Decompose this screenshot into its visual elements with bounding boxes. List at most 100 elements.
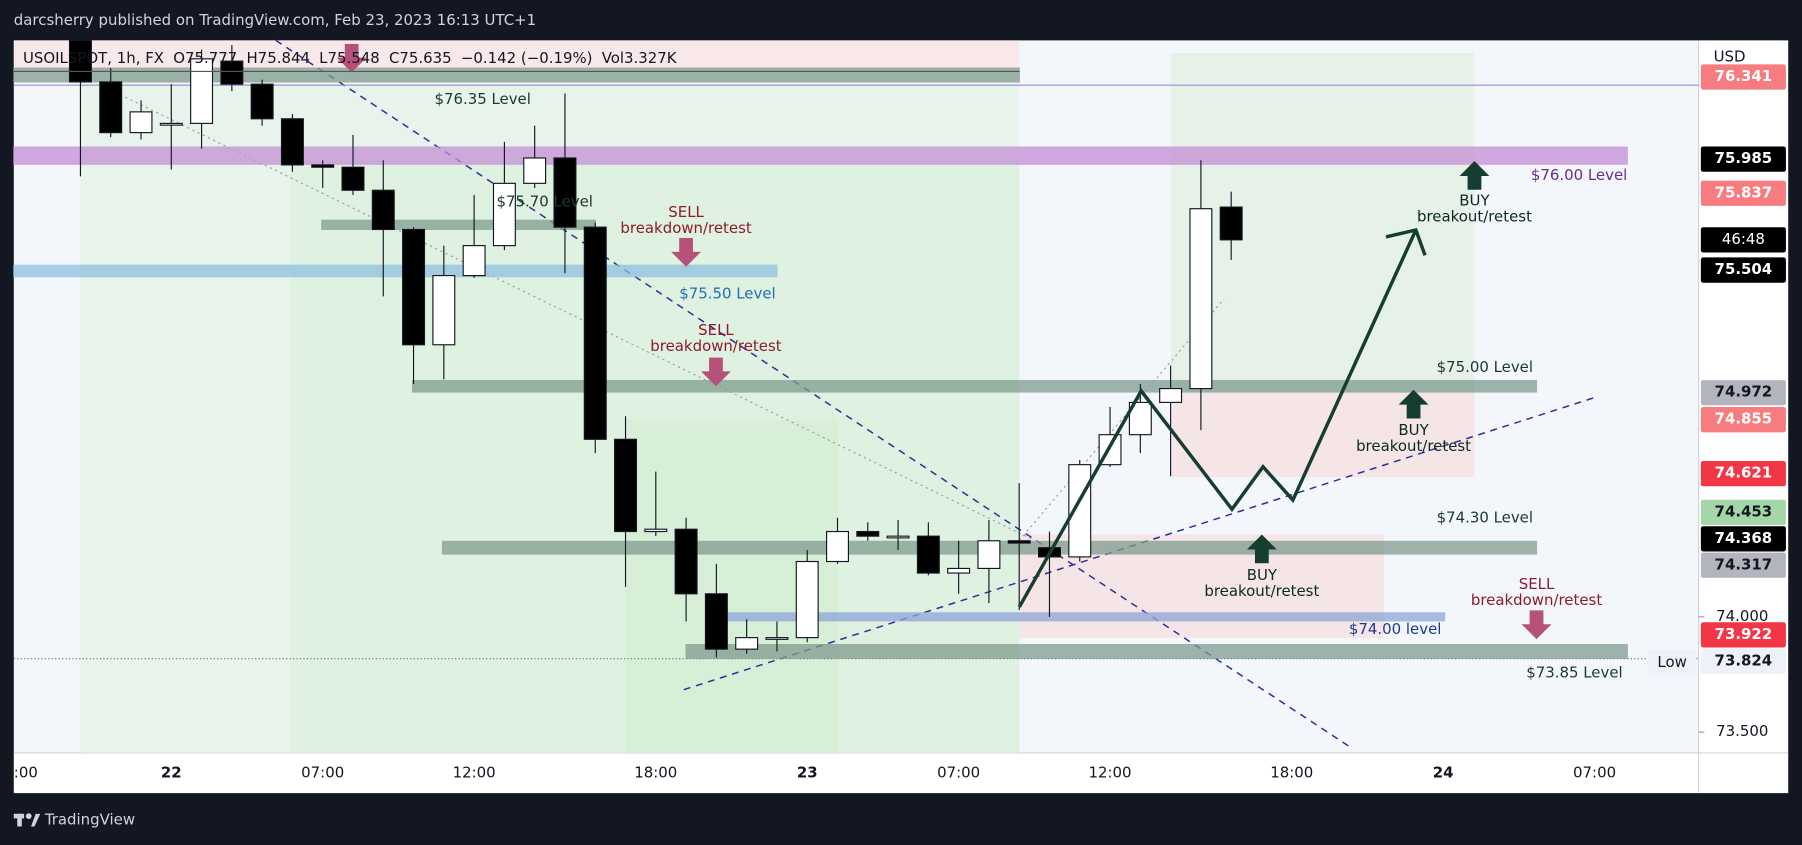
price-label: 74.972	[1715, 383, 1773, 401]
candle-body	[614, 438, 638, 533]
price-label-box	[1700, 622, 1786, 648]
x-tick-label: 22	[161, 764, 182, 782]
x-tick-label: 18:00	[1270, 764, 1313, 782]
level-label: $73.85 Level	[1526, 664, 1622, 682]
price-label: 74.621	[1715, 464, 1773, 482]
candle-body	[1189, 208, 1213, 390]
legend-high: H75.844	[246, 49, 310, 67]
y-tick-label: 73.500	[1716, 722, 1768, 740]
price-label-box	[1700, 380, 1786, 406]
price-label-box	[1700, 648, 1786, 674]
candle-body	[492, 182, 516, 247]
legend-close: C75.635	[389, 49, 452, 67]
candle-body	[220, 60, 244, 85]
price-label-box	[1700, 180, 1786, 206]
publisher: darcsherry published on TradingView.com,…	[14, 11, 536, 29]
trend-line	[114, 91, 1035, 541]
signal-note: breakdown/retest	[620, 219, 751, 237]
level-label: $76.35 Level	[434, 90, 530, 108]
level-label: $76.00 Level	[1531, 166, 1627, 184]
price-label: 74.453	[1715, 502, 1773, 520]
level-label: $74.30 Level	[1437, 508, 1533, 526]
level-band	[13, 67, 1020, 83]
legend-low: L75.548	[319, 49, 380, 67]
price-label-box	[1700, 552, 1786, 578]
candle-body	[190, 58, 214, 124]
level-label: $75.00 Level	[1437, 358, 1533, 376]
legend: USOILSPOT, 1h, FX O75.777 H75.844 L75.548 C7…	[23, 49, 678, 67]
price-label: 75.985	[1715, 149, 1773, 167]
candle-body	[735, 637, 759, 650]
candle-body	[462, 245, 486, 277]
candle-body	[704, 593, 728, 650]
price-label-box	[1700, 407, 1786, 433]
price-label: 75.837	[1715, 183, 1773, 201]
signal-note: breakout/retest	[1204, 582, 1319, 600]
countdown-box	[1700, 227, 1786, 253]
signal-arrow	[671, 238, 702, 267]
level-band	[685, 643, 1628, 659]
signal: BUY	[1398, 421, 1429, 439]
brand: TradingView	[44, 811, 135, 829]
candle-body	[159, 122, 183, 126]
candle-body	[856, 530, 880, 537]
projection-path	[1017, 229, 1418, 608]
candle-body	[644, 528, 668, 533]
x-tick-label: 24	[1433, 764, 1454, 782]
price-label-box	[1700, 146, 1786, 172]
trend-line	[683, 395, 1598, 691]
candle-body	[553, 157, 577, 228]
level-band	[13, 146, 1628, 165]
candle-body	[1159, 387, 1183, 403]
low-marker: Low	[1657, 653, 1686, 671]
candle-body	[886, 535, 910, 539]
candle-body	[280, 118, 304, 166]
price-label: 74.317	[1715, 555, 1773, 573]
legend-volume: Vol3.327K	[602, 49, 678, 67]
price-label-box	[1700, 257, 1786, 283]
candle-body	[1219, 206, 1243, 241]
price-label: 73.824	[1715, 651, 1773, 669]
brand-logo	[13, 813, 41, 827]
signal-note: breakdown/retest	[1471, 591, 1602, 609]
price-label-box	[1700, 526, 1786, 552]
level-band	[717, 612, 1446, 622]
signal-arrow	[336, 43, 367, 73]
candle-body	[826, 530, 849, 563]
projection-arrow	[1385, 227, 1427, 256]
legend-change: −0.142 (−0.19%)	[461, 49, 593, 67]
signal-arrow	[701, 357, 731, 387]
level-label: $75.70 Level	[497, 192, 593, 210]
signal: SELL	[668, 203, 704, 221]
candle-body	[765, 637, 789, 640]
candle-body	[432, 275, 456, 346]
zone	[13, 40, 1020, 72]
legend-open: O75.777	[173, 49, 237, 67]
signal: SELL	[1519, 575, 1555, 593]
signal-note: breakout/retest	[1417, 207, 1532, 225]
x-tick-label: 07:00	[937, 764, 980, 782]
candle-body	[341, 166, 365, 191]
price-label-box	[1700, 461, 1786, 487]
low-marker-box	[1648, 650, 1697, 676]
price-label: 74.855	[1715, 410, 1773, 428]
legend-symbol: USOILSPOT, 1h, FX	[23, 49, 164, 67]
trend-line	[1018, 298, 1225, 541]
x-tick-label: 07:00	[1573, 764, 1616, 782]
signal-arrow	[1246, 534, 1277, 564]
candle-body	[402, 228, 426, 346]
y-tick-label: 74.000	[1716, 607, 1768, 625]
candle-body	[977, 540, 1001, 570]
time-axis	[13, 752, 1789, 794]
x-tick-label: 23	[797, 764, 818, 782]
candle-body	[1128, 401, 1152, 436]
candle-body	[674, 528, 698, 595]
candle-body	[1007, 540, 1031, 544]
x-tick-label: 12:00	[453, 764, 496, 782]
level-band	[412, 379, 1538, 393]
signal: BUY	[1459, 191, 1490, 209]
price-label-box	[1700, 64, 1786, 90]
candle-body	[795, 560, 819, 639]
